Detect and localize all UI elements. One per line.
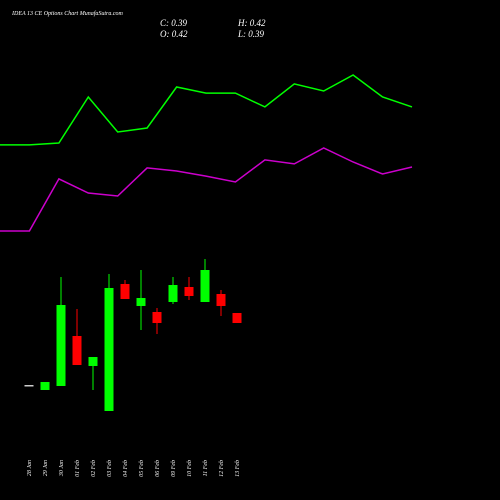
close-label: C: 0.39 bbox=[160, 18, 188, 28]
candle-body bbox=[104, 288, 114, 411]
candle-body bbox=[24, 385, 34, 387]
candle-body bbox=[40, 382, 50, 390]
candle-body bbox=[56, 305, 66, 386]
x-tick-label: 12 Feb bbox=[219, 460, 225, 477]
open-label: O: 0.42 bbox=[160, 29, 188, 39]
x-tick-label: 29 Jan bbox=[43, 460, 49, 476]
candle-body bbox=[136, 298, 146, 306]
candle-body bbox=[232, 313, 242, 323]
x-tick-label: 30 Jan bbox=[59, 460, 65, 477]
x-tick-label: 28 Jan bbox=[27, 460, 33, 476]
x-tick-label: 11 Feb bbox=[203, 460, 209, 476]
x-tick-label: 04 Feb bbox=[122, 460, 129, 477]
candle-body bbox=[168, 285, 178, 302]
line-series bbox=[0, 74, 413, 146]
line-series bbox=[0, 147, 413, 232]
candle-body bbox=[200, 270, 210, 302]
candle-body bbox=[216, 294, 226, 306]
candle-body bbox=[184, 287, 194, 296]
x-tick-label: 02 Feb bbox=[91, 460, 97, 477]
candle-body bbox=[72, 336, 82, 365]
x-tick-label: 13 Feb bbox=[235, 460, 241, 477]
chart-title: IDEA 13 CE Options Chart MunafaSutra.com bbox=[11, 10, 124, 17]
candle-body bbox=[88, 357, 98, 366]
x-tick-label: 01 Feb bbox=[75, 460, 81, 477]
x-tick-label: 05 Feb bbox=[139, 460, 145, 477]
x-tick-label: 09 Feb bbox=[171, 460, 177, 477]
candle-body bbox=[120, 284, 130, 299]
high-label: H: 0.42 bbox=[237, 18, 266, 28]
x-tick-label: 06 Feb bbox=[155, 460, 161, 477]
x-tick-label: 03 Feb bbox=[107, 460, 113, 477]
candle-body bbox=[152, 312, 162, 323]
low-label: L: 0.39 bbox=[237, 29, 265, 39]
x-tick-label: 10 Feb bbox=[187, 460, 193, 477]
